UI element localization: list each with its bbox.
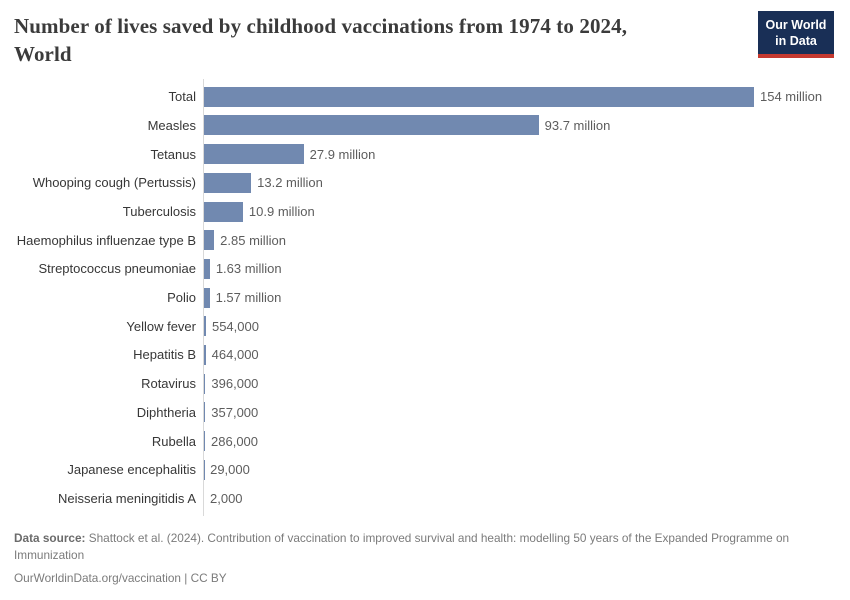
category-label: Polio (167, 290, 196, 306)
value-label: 154 million (760, 89, 823, 105)
bar-row: Tetanus 27.9 million (14, 140, 834, 169)
bar-track: 1.63 million (204, 255, 834, 284)
category-label: Measles (147, 117, 196, 133)
bar-track: 2.85 million (204, 226, 834, 255)
bar-track: 13.2 million (204, 169, 834, 198)
bar[interactable] (204, 115, 539, 136)
bar[interactable] (204, 287, 210, 308)
value-label: 554,000 (211, 318, 259, 334)
bar-row: Neisseria meningitidis A 2,000 (14, 484, 834, 513)
bar-row: Tuberculosis 10.9 million (14, 197, 834, 226)
bar-track: 154 million (204, 82, 834, 111)
bar[interactable] (204, 373, 206, 394)
category-label: Total (168, 89, 196, 105)
owid-logo-line2: in Data (775, 34, 817, 49)
bar[interactable] (204, 172, 252, 193)
category-label: Diphtheria (136, 404, 196, 420)
bar-row: Haemophilus influenzae type B 2.85 millio… (14, 226, 834, 255)
bar-row: Streptococcus pneumoniae 1.63 million (14, 255, 834, 284)
category-label: Yellow fever (126, 318, 196, 334)
owid-logo-line1: Our World (765, 18, 827, 32)
value-label: 29,000 (210, 462, 250, 478)
value-label: 1.57 million (215, 290, 282, 306)
bar-row: Total 154 million (14, 82, 834, 111)
bar-track: 10.9 million (204, 197, 834, 226)
category-label: Streptococcus pneumoniae (38, 261, 196, 277)
bar-track: 286,000 (204, 427, 834, 456)
page: Number of lives saved by childhood vacci… (14, 11, 834, 587)
value-label: 286,000 (211, 433, 259, 449)
bar-track: 2,000 (204, 484, 834, 513)
bar-row: Rotavirus 396,000 (14, 369, 834, 398)
bar-track: 93.7 million (204, 111, 834, 140)
category-label: Rubella (151, 433, 196, 449)
bar[interactable] (204, 344, 206, 365)
bar[interactable] (204, 402, 206, 423)
bar[interactable] (204, 258, 210, 279)
category-label: Japanese encephalitis (67, 462, 196, 478)
chart-header: Number of lives saved by childhood vacci… (14, 11, 834, 68)
bar-row: Polio 1.57 million (14, 283, 834, 312)
category-label: Haemophilus influenzae type B (16, 232, 196, 248)
value-label: 93.7 million (544, 117, 611, 133)
data-source-note: Data source: Shattock et al. (2024). Con… (14, 530, 804, 564)
bar-chart: Total 154 million Measles 93.7 million Tetan… (14, 79, 834, 516)
bar-track: 396,000 (204, 369, 834, 398)
category-label: Hepatitis B (133, 347, 196, 363)
value-label: 2,000 (210, 490, 243, 506)
bar-row: Rubella 286,000 (14, 427, 834, 456)
bar[interactable] (204, 86, 754, 107)
license-line: OurWorldinData.org/vaccination | CC BY (14, 570, 227, 585)
bar-row: Diphtheria 357,000 (14, 398, 834, 427)
bar[interactable] (204, 431, 206, 452)
bar-track: 464,000 (204, 341, 834, 370)
category-label: Tetanus (150, 146, 196, 162)
bar-track: 27.9 million (204, 140, 834, 169)
bar-track: 29,000 (204, 455, 834, 484)
bar-track: 357,000 (204, 398, 834, 427)
bar-row: Measles 93.7 million (14, 111, 834, 140)
data-source-text: Shattock et al. (2024). Contribution of … (14, 530, 790, 562)
value-label: 2.85 million (220, 232, 286, 248)
bar-rows: Total 154 million Measles 93.7 million Tetan… (14, 82, 834, 512)
bar[interactable] (204, 201, 243, 222)
category-label: Whooping cough (Pertussis) (32, 175, 196, 191)
bar-row: Hepatitis B 464,000 (14, 341, 834, 370)
category-label: Tuberculosis (122, 204, 196, 220)
bar-track: 554,000 (204, 312, 834, 341)
category-label: Neisseria meningitidis A (57, 490, 196, 506)
bar[interactable] (204, 230, 215, 251)
value-label: 13.2 million (257, 175, 323, 191)
value-label: 10.9 million (248, 204, 315, 220)
data-source-label: Data source: (14, 530, 86, 545)
bar[interactable] (204, 316, 206, 337)
value-label: 27.9 million (309, 146, 376, 162)
category-label: Rotavirus (141, 376, 196, 392)
chart-title: Number of lives saved by childhood vacci… (14, 14, 628, 66)
bar-row: Japanese encephalitis 29,000 (14, 455, 834, 484)
bar-row: Yellow fever 554,000 (14, 312, 834, 341)
owid-logo[interactable]: Our World in Data (758, 11, 834, 58)
bar[interactable] (204, 144, 304, 165)
y-axis-line (203, 79, 204, 516)
value-label: 1.63 million (215, 261, 282, 277)
value-label: 464,000 (211, 347, 259, 363)
chart-footer: Data source: Shattock et al. (2024). Con… (14, 530, 804, 587)
bar-track: 1.57 million (204, 283, 834, 312)
value-label: 396,000 (211, 376, 259, 392)
bar-row: Whooping cough (Pertussis) 13.2 million (14, 169, 834, 198)
value-label: 357,000 (211, 404, 259, 420)
